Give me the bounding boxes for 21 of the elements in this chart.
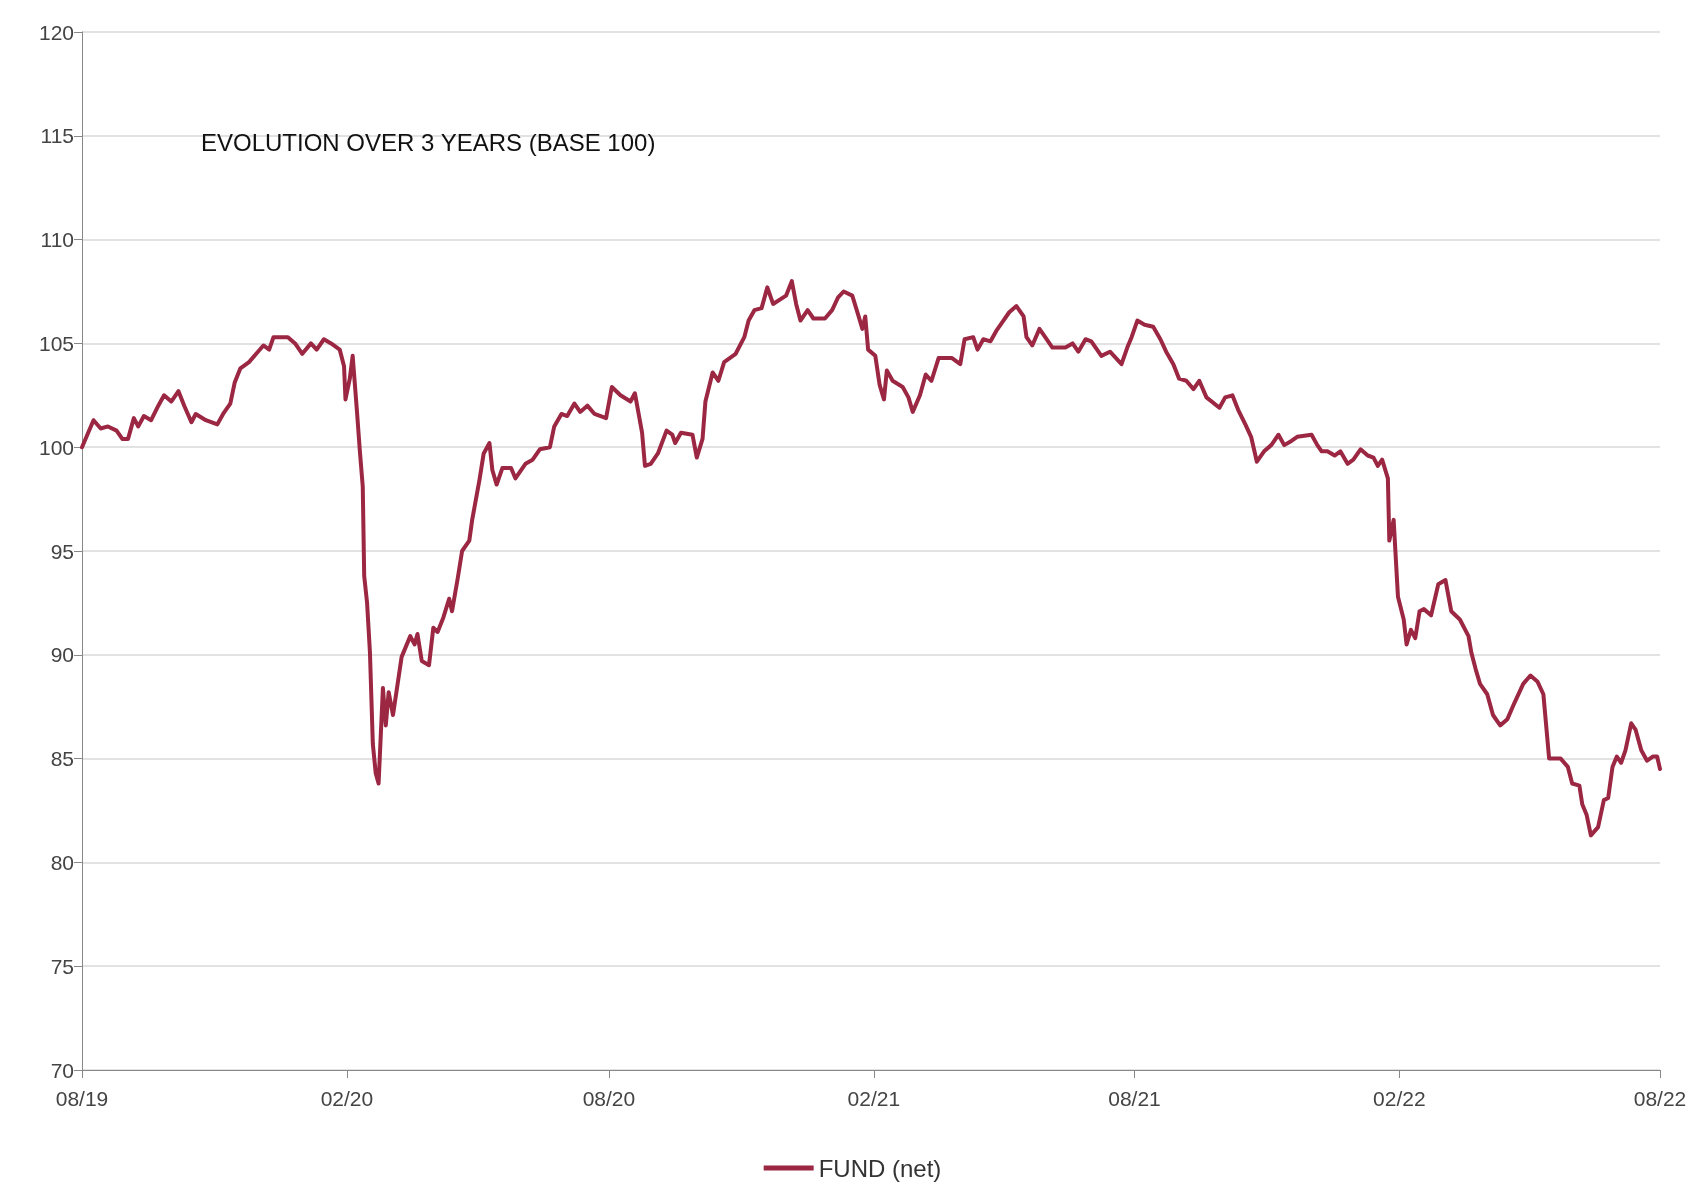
y-tick-label: 100: [38, 435, 74, 459]
y-tick-label: 75: [50, 954, 74, 978]
y-tick-label: 95: [50, 539, 74, 563]
y-tick-label: 110: [40, 228, 74, 252]
y-tick-label: 115: [40, 124, 74, 148]
y-tick-label: 90: [50, 643, 74, 667]
y-tick-label: 70: [50, 1058, 74, 1082]
legend-label: FUND (net): [818, 1154, 942, 1182]
y-tick-label: 120: [38, 20, 74, 44]
x-tick-label: 02/20: [320, 1087, 374, 1110]
x-tick-label: 02/21: [847, 1087, 901, 1110]
x-tick-label: 08/22: [1633, 1087, 1687, 1110]
text: EVOLUTION OVER 3 YEARS (BASE 100): [201, 128, 656, 156]
y-tick-label: 85: [50, 747, 74, 771]
y-tick-label: 105: [38, 331, 74, 355]
x-tick-label: 02/22: [1373, 1087, 1426, 1110]
x-tick-label: 08/19: [55, 1087, 109, 1110]
y-tick-label: 80: [50, 850, 74, 874]
x-tick-label: 08/20: [582, 1087, 636, 1110]
line-series: [80, 279, 1662, 838]
x-tick-label: 08/21: [1108, 1087, 1161, 1110]
